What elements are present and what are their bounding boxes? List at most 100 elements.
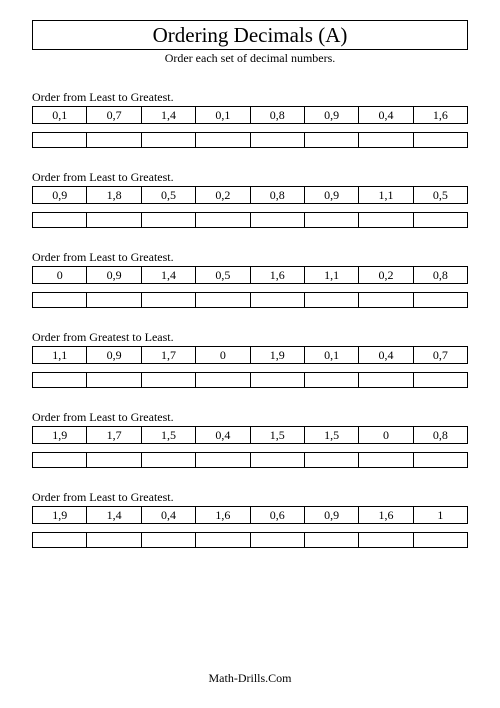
answer-cell[interactable] xyxy=(305,373,359,387)
answer-cell[interactable] xyxy=(196,533,250,547)
value-cell: 0 xyxy=(196,347,250,363)
answer-cell[interactable] xyxy=(87,373,141,387)
answer-row xyxy=(32,132,468,148)
answer-cell[interactable] xyxy=(414,533,467,547)
answer-cell[interactable] xyxy=(305,133,359,147)
title-box: Ordering Decimals (A) xyxy=(32,20,468,50)
value-cell: 1,7 xyxy=(142,347,196,363)
problem-instruction: Order from Least to Greatest. xyxy=(32,90,468,105)
answer-cell[interactable] xyxy=(359,373,413,387)
answer-cell[interactable] xyxy=(414,453,467,467)
value-row: 0,10,71,40,10,80,90,41,6 xyxy=(32,106,468,124)
answer-row xyxy=(32,532,468,548)
value-cell: 0,1 xyxy=(305,347,359,363)
answer-cell[interactable] xyxy=(87,293,141,307)
problem: Order from Least to Greatest.0,10,71,40,… xyxy=(32,90,468,148)
problem: Order from Least to Greatest.0,91,80,50,… xyxy=(32,170,468,228)
answer-cell[interactable] xyxy=(305,213,359,227)
value-cell: 1,9 xyxy=(33,507,87,523)
problem-instruction: Order from Least to Greatest. xyxy=(32,490,468,505)
answer-cell[interactable] xyxy=(87,453,141,467)
value-cell: 1,6 xyxy=(359,507,413,523)
answer-cell[interactable] xyxy=(196,293,250,307)
answer-cell[interactable] xyxy=(33,133,87,147)
answer-cell[interactable] xyxy=(414,213,467,227)
value-cell: 0,9 xyxy=(87,267,141,283)
answer-cell[interactable] xyxy=(87,213,141,227)
value-cell: 1,7 xyxy=(87,427,141,443)
answer-cell[interactable] xyxy=(305,453,359,467)
value-row: 0,91,80,50,20,80,91,10,5 xyxy=(32,186,468,204)
answer-cell[interactable] xyxy=(142,133,196,147)
value-row: 1,91,71,50,41,51,500,8 xyxy=(32,426,468,444)
answer-cell[interactable] xyxy=(33,533,87,547)
answer-cell[interactable] xyxy=(142,293,196,307)
answer-cell[interactable] xyxy=(33,453,87,467)
value-cell: 0,5 xyxy=(142,187,196,203)
value-row: 1,10,91,701,90,10,40,7 xyxy=(32,346,468,364)
value-cell: 1,4 xyxy=(142,267,196,283)
value-cell: 0 xyxy=(33,267,87,283)
answer-cell[interactable] xyxy=(142,213,196,227)
value-cell: 0,6 xyxy=(251,507,305,523)
answer-cell[interactable] xyxy=(33,373,87,387)
value-cell: 1,6 xyxy=(414,107,467,123)
answer-cell[interactable] xyxy=(33,213,87,227)
answer-cell[interactable] xyxy=(87,133,141,147)
answer-cell[interactable] xyxy=(251,133,305,147)
value-cell: 0,2 xyxy=(359,267,413,283)
value-cell: 0,4 xyxy=(196,427,250,443)
problem: Order from Least to Greatest.1,91,71,50,… xyxy=(32,410,468,468)
answer-cell[interactable] xyxy=(359,533,413,547)
answer-cell[interactable] xyxy=(251,533,305,547)
problem: Order from Least to Greatest. 00,91,40,5 1… xyxy=(32,250,468,308)
value-cell: 1,1 xyxy=(33,347,87,363)
answer-cell[interactable] xyxy=(359,293,413,307)
answer-cell[interactable] xyxy=(414,373,467,387)
problem-instruction: Order from Greatest to Least. xyxy=(32,330,468,345)
answer-cell[interactable] xyxy=(414,133,467,147)
answer-cell[interactable] xyxy=(87,533,141,547)
answer-cell[interactable] xyxy=(359,453,413,467)
answer-cell[interactable] xyxy=(196,453,250,467)
value-cell: 0,4 xyxy=(359,347,413,363)
answer-cell[interactable] xyxy=(359,133,413,147)
answer-cell[interactable] xyxy=(251,453,305,467)
value-cell: 0,1 xyxy=(196,107,250,123)
answer-cell[interactable] xyxy=(142,373,196,387)
value-row: 1,91,40,41,60,60,91,61 xyxy=(32,506,468,524)
answer-cell[interactable] xyxy=(196,373,250,387)
answer-row xyxy=(32,452,468,468)
value-cell: 1,5 xyxy=(251,427,305,443)
answer-cell[interactable] xyxy=(142,453,196,467)
page-subtitle: Order each set of decimal numbers. xyxy=(32,51,468,66)
value-cell: 0,9 xyxy=(305,107,359,123)
answer-cell[interactable] xyxy=(251,213,305,227)
value-cell: 1,9 xyxy=(33,427,87,443)
problem: Order from Greatest to Least.1,10,91,701… xyxy=(32,330,468,388)
answer-cell[interactable] xyxy=(142,533,196,547)
value-cell: 1,4 xyxy=(87,507,141,523)
value-cell: 0,2 xyxy=(196,187,250,203)
problem: Order from Least to Greatest.1,91,40,41,… xyxy=(32,490,468,548)
answer-cell[interactable] xyxy=(33,293,87,307)
answer-cell[interactable] xyxy=(196,133,250,147)
answer-cell[interactable] xyxy=(251,293,305,307)
answer-row xyxy=(32,212,468,228)
footer-text: Math-Drills.Com xyxy=(0,671,500,686)
answer-cell[interactable] xyxy=(251,373,305,387)
problem-instruction: Order from Least to Greatest. xyxy=(32,250,468,265)
answer-row xyxy=(32,292,468,308)
answer-cell[interactable] xyxy=(305,293,359,307)
value-cell: 1,9 xyxy=(251,347,305,363)
answer-cell[interactable] xyxy=(196,213,250,227)
answer-cell[interactable] xyxy=(414,293,467,307)
value-cell: 0,8 xyxy=(251,187,305,203)
value-cell: 0,5 xyxy=(196,267,250,283)
value-cell: 0,8 xyxy=(414,267,467,283)
value-cell: 1,1 xyxy=(305,267,359,283)
value-cell: 0,4 xyxy=(359,107,413,123)
answer-cell[interactable] xyxy=(359,213,413,227)
value-cell: 0 xyxy=(359,427,413,443)
answer-cell[interactable] xyxy=(305,533,359,547)
